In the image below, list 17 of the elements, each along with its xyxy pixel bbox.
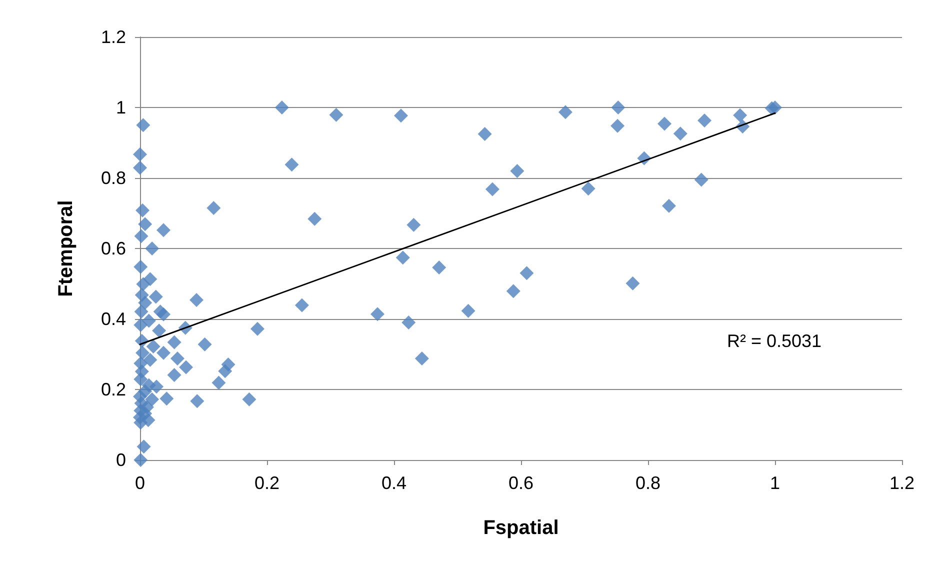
y-tick-label: 0 (116, 450, 126, 470)
x-tick-label: 0.6 (508, 473, 534, 493)
y-tick-label: 1 (116, 98, 126, 118)
x-tick-label: 1 (770, 473, 780, 493)
y-axis-title: Ftemporal (55, 200, 77, 297)
x-tick-label: 1.2 (889, 473, 915, 493)
y-tick-label: 1.2 (100, 27, 126, 47)
y-tick-label: 0.2 (100, 380, 126, 400)
x-tick-label: 0 (134, 473, 146, 493)
y-tick-label: 0.8 (100, 168, 126, 188)
annotation: R² = 0.5031 (727, 331, 822, 351)
x-axis-title: Fspatial (483, 517, 559, 539)
x-tick-label: 0.8 (635, 473, 661, 493)
y-tick-label: 0.6 (100, 238, 126, 258)
y-tick-label: 0.4 (100, 309, 126, 329)
x-tick-label: 0.2 (254, 473, 280, 493)
x-tick-label: 0.4 (381, 473, 407, 493)
